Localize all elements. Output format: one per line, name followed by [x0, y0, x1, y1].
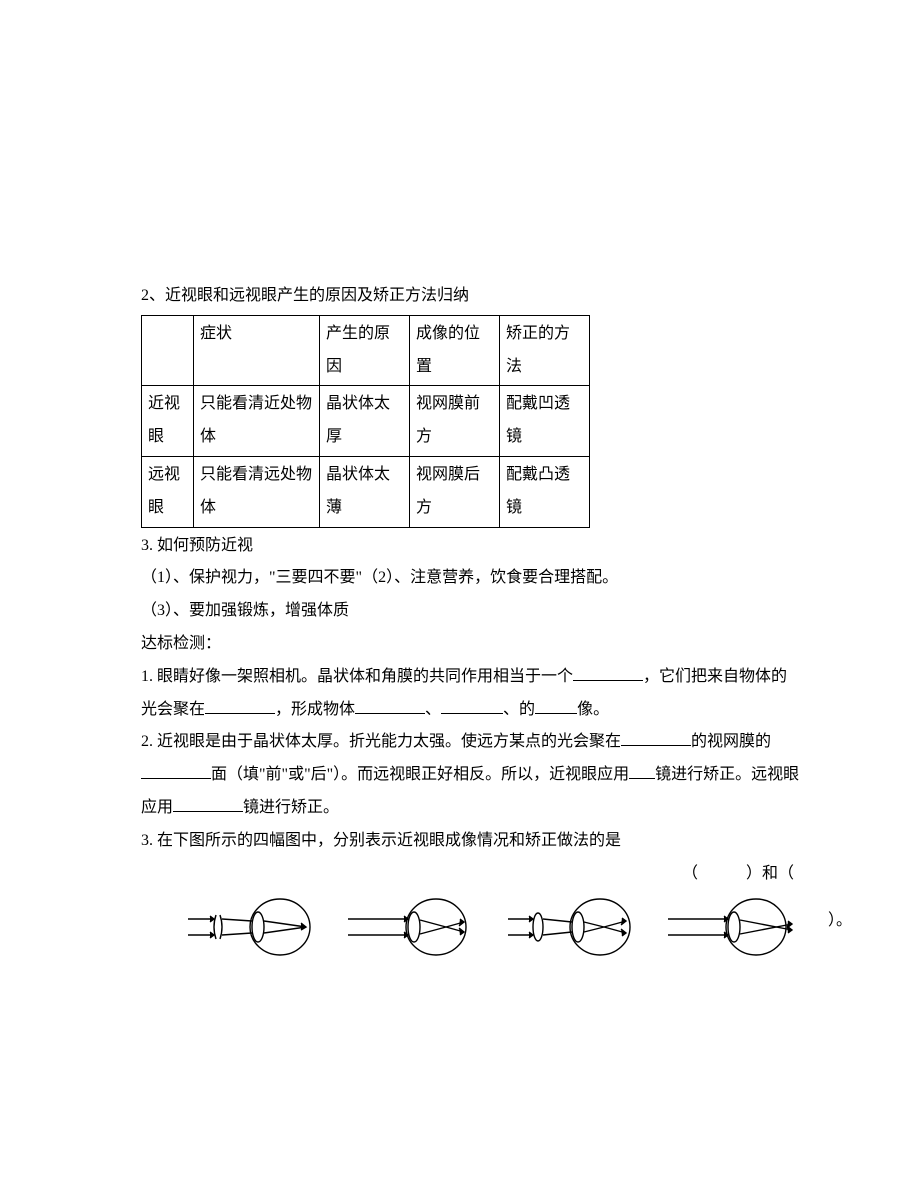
eye-diagram-4 [668, 896, 798, 958]
table-row: 远视眼 只能看清远处物体 晶状体太薄 视网膜后方 配戴凸透镜 [142, 456, 590, 527]
cell: 视网膜前方 [410, 386, 500, 457]
th-symptom: 症状 [194, 315, 320, 386]
p3-item-1: （1）、保护视力，"三要四不要"（2）、注意营养，饮食要合理搭配。 [118, 562, 802, 595]
blank [355, 699, 425, 713]
q1-text-c: ，形成物体 [275, 701, 355, 718]
q1-text-a: 1. 眼睛好像一架照相机。晶状体和角膜的共同作用相当于一个 [141, 668, 573, 685]
q1-text-f: 像。 [577, 701, 609, 718]
eye-diagram-3 [508, 896, 638, 958]
blank [441, 699, 503, 713]
blank [141, 765, 211, 779]
p3-title: 3. 如何预防近视 [118, 530, 802, 563]
th-cause: 产生的原因 [320, 315, 410, 386]
table-row: 近视眼 只能看清近处物体 晶状体太厚 视网膜前方 配戴凹透镜 [142, 386, 590, 457]
cell: 晶状体太厚 [320, 386, 410, 457]
cell: 晶状体太薄 [320, 456, 410, 527]
q2-text-a: 2. 近视眼是由于晶状体太厚。折光能力太强。使远方某点的光会聚在 [141, 733, 621, 750]
blank [535, 699, 577, 713]
blank [205, 699, 275, 713]
cell: 配戴凸透镜 [500, 456, 590, 527]
myopia-table: 症状 产生的原因 成像的位置 矫正的方法 近视眼 只能看清近处物体 晶状体太厚 … [141, 315, 590, 528]
q1-text-d: 、 [425, 701, 441, 718]
eye-diagram-1 [188, 896, 318, 958]
eye-diagrams-row: ）。 [118, 896, 802, 958]
p3-item-3: （3）、要加强锻炼，增强体质 [118, 595, 802, 628]
th-correction: 矫正的方法 [500, 315, 590, 386]
blank [573, 666, 643, 680]
question-1: 1. 眼睛好像一架照相机。晶状体和角膜的共同作用相当于一个，它们把来自物体的光会… [118, 661, 802, 727]
section-title: 2、近视眼和远视眼产生的原因及矫正方法归纳 [118, 280, 802, 313]
cell: 远视眼 [142, 456, 194, 527]
q3-paren-2: ）。 [828, 912, 852, 929]
blank [629, 765, 655, 779]
blank [173, 798, 243, 812]
table-header-row: 症状 产生的原因 成像的位置 矫正的方法 [142, 315, 590, 386]
q2-text-c: 面（填"前"或"后"）。而远视眼正好相反。所以，近视眼应用 [211, 766, 629, 783]
cell: 只能看清远处物体 [194, 456, 320, 527]
q1-text-e: 、的 [503, 701, 535, 718]
q2-text-b: 的视网膜的 [691, 733, 771, 750]
th-position: 成像的位置 [410, 315, 500, 386]
cell: 近视眼 [142, 386, 194, 457]
q3-paren: （ ）和（ [682, 865, 794, 882]
th-empty [142, 315, 194, 386]
q2-text-e: 镜进行矫正。 [243, 799, 339, 816]
blank [621, 732, 691, 746]
question-2: 2. 近视眼是由于晶状体太厚。折光能力太强。使远方某点的光会聚在 的视网膜的面（填… [118, 726, 802, 824]
eye-diagram-2 [348, 896, 478, 958]
question-3: 3. 在下图所示的四幅图中，分别表示近视眼成像情况和矫正做法的是 [118, 825, 802, 858]
cell: 只能看清近处物体 [194, 386, 320, 457]
cell: 配戴凹透镜 [500, 386, 590, 457]
check-title: 达标检测： [118, 628, 802, 661]
cell: 视网膜后方 [410, 456, 500, 527]
